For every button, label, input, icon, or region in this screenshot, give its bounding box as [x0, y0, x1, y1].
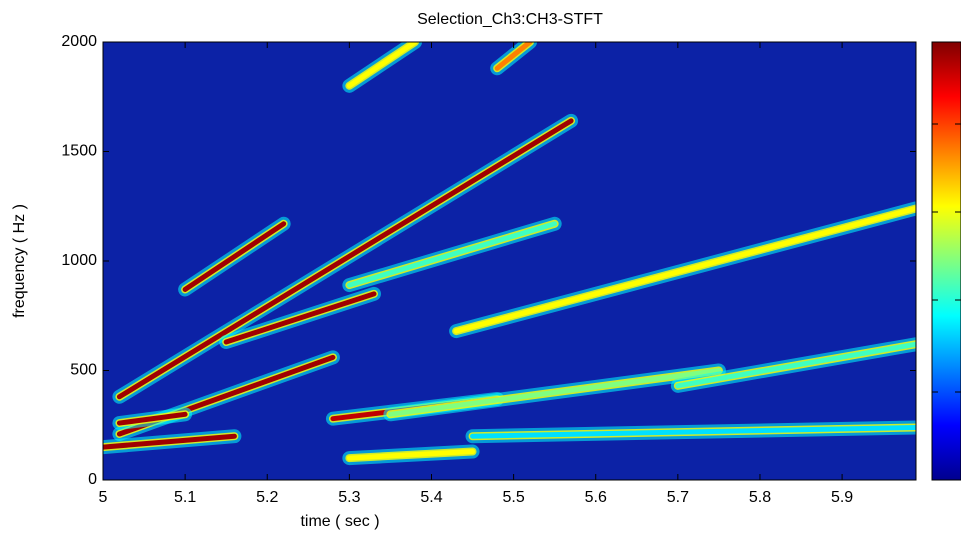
y-tick-label: 1000: [61, 252, 97, 269]
x-tick-label: 5.1: [174, 489, 196, 506]
y-axis-label: frequency ( Hz ): [11, 204, 28, 318]
ridge: [453, 205, 916, 334]
ridge: [346, 449, 476, 461]
ridge: [116, 118, 574, 400]
x-tick-label: 5.2: [256, 489, 278, 506]
x-tick-label: 5.5: [502, 489, 524, 506]
x-tick-label: 5.7: [667, 489, 689, 506]
colorbar-ticks: [932, 123, 961, 393]
y-tick-label: 2000: [61, 33, 97, 50]
ridge: [346, 221, 558, 288]
ridge: [387, 368, 722, 417]
ridge: [470, 424, 916, 439]
axes: 5 5.1 5.2 5.3 5.4 5.5 5.6 5.7 5.8 5.9 0 500 1000 1500…: [61, 33, 917, 506]
plot-area: [103, 42, 916, 480]
x-tick-label: 5.6: [585, 489, 607, 506]
ridge: [116, 411, 188, 426]
x-tick-label: 5.4: [420, 489, 442, 506]
ridge: [675, 341, 916, 389]
colorbar: [931, 41, 961, 481]
x-tick-label: 5: [99, 489, 108, 506]
ridge: [494, 42, 533, 71]
chart-title: Selection_Ch3:CH3-STFT: [417, 11, 603, 28]
y-tick-label: 0: [88, 471, 97, 488]
ridge: [223, 291, 377, 345]
x-tick-label: 5.3: [338, 489, 360, 506]
y-tick-label: 500: [70, 362, 97, 379]
ridge: [346, 42, 418, 89]
ridge: [103, 433, 237, 450]
x-tick-label: 5.8: [749, 489, 771, 506]
x-axis-label: time ( sec ): [300, 513, 379, 530]
x-tick-label: 5.9: [831, 489, 853, 506]
ridge: [182, 221, 287, 292]
y-tick-label: 1500: [61, 143, 97, 160]
